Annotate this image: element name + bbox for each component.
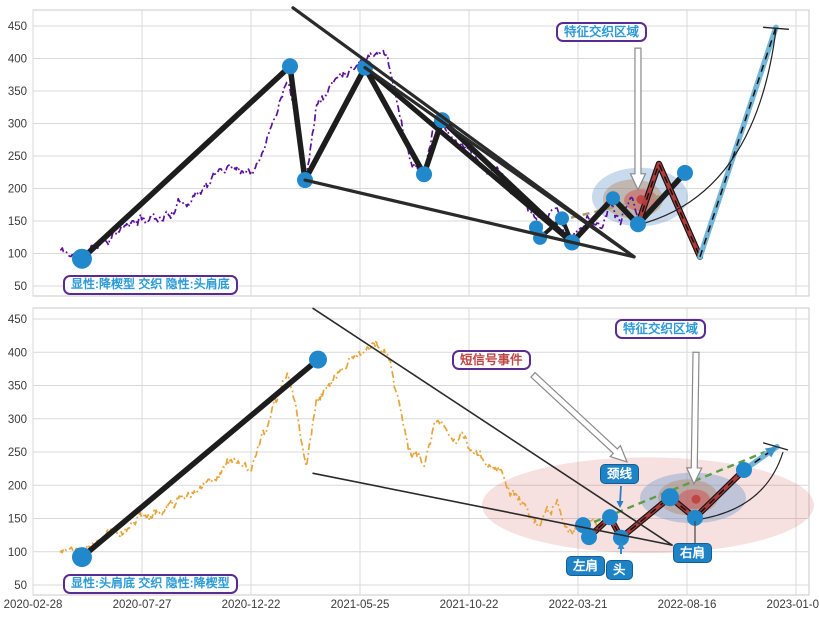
pivot-dot bbox=[629, 216, 646, 233]
pivot-dot bbox=[687, 509, 704, 526]
plot-area bbox=[32, 9, 810, 297]
head-pointer-head bbox=[617, 542, 625, 549]
pivot-dot bbox=[416, 166, 433, 183]
zigzag-trend bbox=[79, 63, 688, 262]
callout-arrow bbox=[530, 371, 629, 463]
pivot-dot bbox=[676, 164, 693, 181]
y-tick-label: 450 bbox=[8, 314, 27, 326]
y-tick-label: 450 bbox=[8, 21, 27, 33]
price-line bbox=[59, 339, 602, 556]
pivot-dot bbox=[282, 58, 299, 75]
y-tick-label: 50 bbox=[14, 580, 27, 592]
pivot-dot bbox=[605, 191, 620, 206]
right-shoulder-label: 右肩 bbox=[673, 543, 713, 564]
pivot-dot bbox=[71, 547, 92, 568]
y-tick-label: 350 bbox=[8, 381, 27, 393]
y-tick-label: 50 bbox=[14, 281, 27, 293]
pivot-dot bbox=[71, 248, 92, 269]
projection-line-core bbox=[699, 27, 777, 258]
x-tick-label: 2021-10-22 bbox=[440, 599, 499, 611]
x-tick-label: 2023-01-03 bbox=[767, 599, 819, 611]
x-tick-label: 2020-07-27 bbox=[113, 599, 172, 611]
wedge-trendline bbox=[312, 472, 673, 546]
neckline-label: 颈线 bbox=[600, 464, 640, 485]
wedge-trendline bbox=[312, 307, 673, 546]
short-signal-annotation: 短信号事件 bbox=[452, 350, 531, 371]
y-tick-label: 300 bbox=[8, 414, 27, 426]
y-tick-label: 150 bbox=[8, 216, 27, 228]
x-tick-label: 2022-08-16 bbox=[658, 599, 717, 611]
pivot-dot bbox=[554, 211, 569, 226]
pivot-dot bbox=[735, 461, 752, 478]
callout-arrow bbox=[629, 47, 647, 192]
y-tick-label: 150 bbox=[8, 514, 27, 526]
pattern-label-top: 显性:降楔型 交织 隐性:头肩底 bbox=[63, 275, 238, 295]
projection-cap bbox=[762, 442, 789, 451]
feature-zone-annotation-bottom: 特征交织区域 bbox=[615, 319, 707, 340]
blue-arrowhead bbox=[764, 446, 778, 458]
wedge-trendline bbox=[363, 66, 636, 259]
panel-lower bbox=[59, 339, 814, 568]
x-tick-label: 2020-12-22 bbox=[222, 599, 281, 611]
panel-upper bbox=[59, 24, 790, 269]
y-tick-label: 200 bbox=[8, 480, 27, 492]
pivot-dot bbox=[661, 488, 680, 507]
pivot-dot bbox=[581, 529, 598, 546]
signal-path-core bbox=[637, 161, 701, 258]
pivot-dot bbox=[575, 517, 592, 534]
wedge-trendline bbox=[303, 178, 636, 259]
left-shoulder-label: 左肩 bbox=[566, 556, 606, 577]
callout-arrow bbox=[685, 351, 703, 486]
y-tick-label: 350 bbox=[8, 86, 27, 98]
neckline-pointer bbox=[619, 485, 622, 504]
y-tick-label: 100 bbox=[8, 249, 27, 261]
x-tick-label: 2022-03-21 bbox=[549, 599, 608, 611]
feature-zone-annotation-top: 特征交织区域 bbox=[556, 22, 648, 43]
y-tick-label: 100 bbox=[8, 547, 27, 559]
zigzag-extra bbox=[362, 65, 575, 245]
annotation-curve bbox=[637, 29, 777, 226]
head-label: 头 bbox=[606, 560, 633, 581]
pattern-label-bottom: 显性:头肩底 交织 隐性:降楔型 bbox=[63, 574, 238, 594]
y-tick-label: 200 bbox=[8, 184, 27, 196]
feature-center-dot bbox=[636, 195, 646, 205]
projection-cap bbox=[763, 26, 790, 30]
y-tick-label: 400 bbox=[8, 54, 27, 66]
pivot-dot bbox=[602, 509, 619, 526]
y-tick-label: 300 bbox=[8, 119, 27, 131]
y-tick-label: 400 bbox=[8, 347, 27, 359]
y-tick-label: 250 bbox=[8, 151, 27, 163]
x-tick-label: 2021-05-25 bbox=[331, 599, 390, 611]
neckline-pointer-head bbox=[616, 501, 624, 508]
y-tick-label: 250 bbox=[8, 447, 27, 459]
zigzag-trend bbox=[79, 356, 321, 560]
pivot-dot bbox=[309, 350, 328, 369]
annotation-curve bbox=[695, 451, 784, 521]
feature-center-dot bbox=[691, 494, 701, 504]
x-tick-label: 2020-02-28 bbox=[4, 599, 63, 611]
